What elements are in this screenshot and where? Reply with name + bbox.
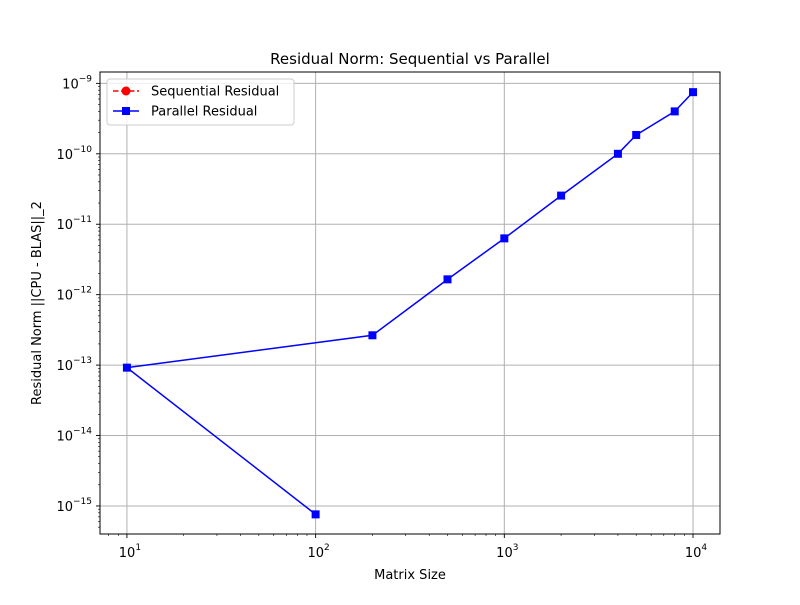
data-point-marker	[670, 107, 679, 116]
series-line-1	[125, 91, 694, 515]
y-axis-label: Residual Norm ||CPU - BLAS||_2	[30, 201, 45, 405]
y-tick-label: 10−12	[56, 286, 92, 304]
x-axis-label: Matrix Size	[374, 568, 446, 583]
legend-parallel-marker	[122, 107, 130, 115]
legend-sequential-label: Sequential Residual	[151, 85, 279, 100]
data-point-marker	[500, 234, 509, 243]
axes-frame	[99, 71, 721, 535]
x-tick-label: 103	[496, 543, 518, 561]
y-tick-label: 10−14	[56, 427, 92, 445]
plot-area	[100, 72, 720, 534]
data-point-marker	[368, 331, 377, 340]
legend-box	[106, 78, 295, 126]
data-point-marker	[557, 191, 566, 200]
y-tick-label: 10−13	[56, 356, 92, 374]
data-point-marker	[613, 149, 622, 158]
x-tick-label: 102	[307, 543, 329, 561]
y-tick-label: 10−11	[56, 215, 92, 233]
legend: Sequential Residual Parallel Residual	[106, 78, 295, 126]
x-tick-label: 101	[119, 543, 141, 561]
data-point-marker	[632, 130, 641, 139]
data-point-marker	[689, 88, 698, 97]
y-tick-label: 10−10	[56, 145, 92, 163]
x-tick-label: 104	[685, 543, 708, 561]
y-tick-label: 10−15	[56, 497, 92, 515]
y-tick-label: 10−9	[62, 74, 92, 92]
data-point-marker	[311, 510, 320, 519]
data-point-marker	[122, 363, 131, 372]
data-point-marker	[443, 275, 452, 284]
legend-parallel-label: Parallel Residual	[151, 105, 257, 120]
chart-title: Residual Norm: Sequential vs Parallel	[270, 50, 550, 68]
series-layer	[122, 88, 698, 519]
ticks: 101 102 103 104 10−15 10−14 10−13 10−12 10−11 10−…	[56, 74, 707, 561]
legend-sequential-marker	[121, 86, 131, 96]
